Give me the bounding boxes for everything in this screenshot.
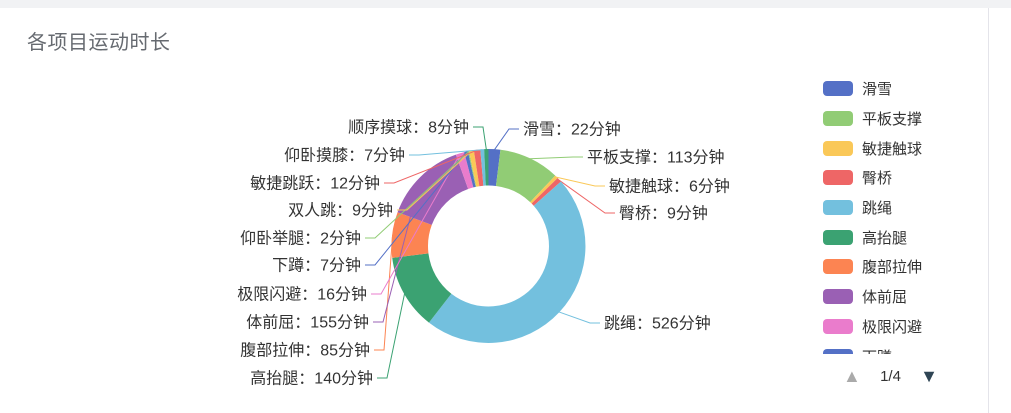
pie-leader-line-10 — [365, 151, 469, 239]
pie-label-6: 腹部拉伸：85分钟 — [240, 342, 370, 360]
pie-slice-1[interactable] — [495, 149, 556, 203]
pie-label-10: 仰卧举腿：2分钟 — [240, 230, 361, 248]
legend-item-label: 滑雪 — [862, 81, 893, 99]
legend-item-label: 敏捷触球 — [862, 140, 923, 158]
legend-item-2[interactable]: 敏捷触球 — [823, 133, 985, 163]
legend-item-label: 跳绳 — [862, 200, 893, 218]
pie-leader-line-11 — [397, 150, 472, 211]
pie-label-3: 臀桥：9分钟 — [619, 205, 708, 223]
pie-label-2: 敏捷触球：6分钟 — [609, 178, 730, 196]
pie-label-13: 仰卧摸膝：7分钟 — [284, 147, 405, 165]
pie-slice-7[interactable] — [397, 154, 469, 225]
legend-item-3[interactable]: 臀桥 — [823, 163, 985, 193]
legend-swatch-icon — [823, 259, 853, 275]
legend-item-label: 体前屈 — [862, 289, 908, 307]
legend-item-label: 臀桥 — [862, 170, 893, 188]
page-top-strip — [0, 0, 1011, 8]
pie-leader-line-14 — [473, 126, 487, 150]
legend-page-down-icon[interactable]: ▼ — [920, 366, 938, 386]
legend-swatch-icon — [823, 200, 853, 216]
legend-swatch-icon — [823, 318, 853, 334]
pie-leader-line-7 — [373, 177, 422, 323]
pie-slice-2[interactable] — [530, 175, 558, 204]
pie-leader-line-8 — [371, 153, 461, 295]
pie-label-0: 滑雪：22分钟 — [523, 121, 621, 139]
pie-leader-line-13 — [409, 149, 483, 156]
pie-leader-line-4 — [558, 311, 600, 324]
pie-leader-line-9 — [365, 151, 467, 266]
pie-slice-3[interactable] — [531, 177, 561, 206]
pie-leader-line-5 — [377, 293, 406, 379]
legend-item-6[interactable]: 腹部拉伸 — [823, 252, 985, 282]
legend-item-0[interactable]: 滑雪 — [823, 74, 985, 104]
pie-label-9: 下蹲：7分钟 — [272, 257, 361, 275]
legend-pager: ▲ 1/4 ▼ — [843, 365, 938, 387]
pie-slice-11[interactable] — [468, 150, 480, 187]
legend-swatch-icon — [823, 81, 853, 97]
pie-slice-13[interactable] — [480, 149, 486, 186]
pie-slice-9[interactable] — [464, 151, 476, 188]
pie-label-14: 顺序摸球：8分钟 — [348, 119, 469, 137]
pie-slice-0[interactable] — [488, 149, 501, 186]
legend-swatch-icon — [823, 229, 853, 245]
legend-item-label: 高抬腿 — [862, 229, 908, 247]
legend-item-label: 极限闪避 — [862, 318, 923, 336]
pie-label-7: 体前屈：155分钟 — [246, 314, 369, 332]
legend-item-8[interactable]: 极限闪避 — [823, 312, 985, 342]
pie-slice-4[interactable] — [428, 181, 586, 343]
legend-item-7[interactable]: 体前屈 — [823, 282, 985, 312]
legend-swatch-icon — [823, 289, 853, 305]
pie-slice-6[interactable] — [391, 212, 432, 258]
legend-swatch-icon — [823, 111, 853, 127]
legend-page-up-icon[interactable]: ▲ — [843, 366, 861, 386]
pie-slice-10[interactable] — [467, 150, 477, 187]
legend-page-indicator: 1/4 — [880, 367, 901, 385]
legend-item-5[interactable]: 高抬腿 — [823, 222, 985, 252]
chart-title: 各项目运动时长 — [27, 32, 171, 54]
pie-slice-5[interactable] — [392, 253, 452, 323]
legend-swatch-icon — [823, 348, 853, 354]
legend-item-9[interactable]: 下蹲 — [823, 341, 985, 354]
pie-leader-line-12 — [384, 149, 478, 184]
legend-item-label: 腹部拉伸 — [862, 259, 923, 277]
legend-swatch-icon — [823, 140, 853, 156]
legend-item-4[interactable]: 跳绳 — [823, 193, 985, 223]
pie-leader-line-6 — [374, 234, 394, 351]
pie-leader-line-2 — [555, 176, 605, 187]
legend-swatch-icon — [823, 170, 853, 186]
pie-leader-line-3 — [558, 179, 615, 214]
panel-divider — [988, 8, 989, 413]
legend-item-label: 下蹲 — [862, 346, 892, 354]
pie-slice-14[interactable] — [484, 149, 489, 186]
pie-label-1: 平板支撑：113分钟 — [587, 149, 725, 167]
chart-legend: 滑雪平板支撑敏捷触球臀桥跳绳高抬腿腹部拉伸体前屈极限闪避下蹲 — [823, 74, 985, 354]
legend-item-1[interactable]: 平板支撑 — [823, 104, 985, 134]
pie-label-8: 极限闪避：16分钟 — [237, 286, 367, 304]
pie-label-11: 双人跳：9分钟 — [288, 202, 393, 220]
pie-slice-12[interactable] — [473, 149, 484, 187]
pie-label-12: 敏捷跳跃：12分钟 — [250, 175, 380, 193]
pie-label-5: 高抬腿：140分钟 — [250, 370, 373, 388]
pie-leader-line-0 — [494, 128, 519, 150]
legend-item-label: 平板支撑 — [862, 111, 923, 129]
pie-label-4: 跳绳：526分钟 — [604, 315, 711, 333]
pie-leader-line-1 — [529, 156, 583, 160]
